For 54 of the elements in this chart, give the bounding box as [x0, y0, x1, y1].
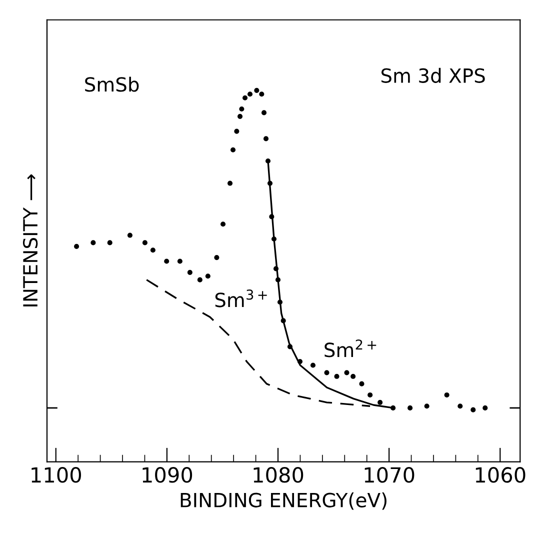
point: [334, 374, 340, 379]
point: [247, 92, 253, 97]
point: [368, 392, 373, 398]
point: [444, 392, 450, 398]
x-tick-label: 1070: [364, 467, 414, 483]
x-tick-label: 1090: [142, 467, 192, 483]
point: [127, 232, 132, 238]
point: [214, 255, 220, 260]
point: [277, 300, 283, 305]
x-tick-label: 1060: [476, 467, 526, 483]
point: [90, 240, 96, 246]
point: [310, 362, 316, 368]
point: [359, 381, 364, 386]
point: [142, 240, 148, 246]
point: [237, 114, 243, 119]
point: [227, 180, 233, 186]
point: [267, 180, 273, 186]
point: [263, 136, 269, 142]
point: [275, 277, 281, 282]
point: [242, 95, 248, 100]
point: [280, 318, 286, 324]
point: [254, 88, 260, 93]
point: [350, 374, 356, 379]
point: [107, 240, 112, 246]
point: [164, 258, 170, 264]
point: [265, 158, 271, 164]
point: [259, 92, 264, 97]
point: [271, 236, 277, 242]
point: [150, 248, 156, 253]
point: [205, 274, 210, 279]
y-axis-title: INTENSITY ⟶: [22, 174, 38, 306]
point: [220, 222, 226, 227]
annotation: Sm$^{3+}$: [215, 290, 267, 308]
point: [234, 128, 240, 134]
point: [297, 359, 303, 364]
point: [324, 370, 330, 376]
text: Sm 3d XPS: [381, 68, 485, 83]
point: [269, 214, 274, 220]
x-tick-label: 1100: [32, 467, 82, 483]
x-tick-label: 1080: [254, 467, 304, 483]
point: [261, 110, 267, 116]
point: [239, 106, 244, 112]
point: [74, 244, 80, 249]
point: [344, 370, 350, 376]
point: [177, 258, 182, 264]
point: [378, 400, 383, 405]
annotation: SmSb: [85, 76, 139, 92]
point: [273, 266, 279, 272]
annotation: Sm$^{2+}$: [324, 339, 376, 358]
point: [230, 147, 236, 152]
point: [287, 344, 293, 350]
point: [187, 270, 192, 275]
point: [197, 277, 202, 282]
x-axis-title: BINDING ENERGY(eV): [180, 492, 386, 510]
